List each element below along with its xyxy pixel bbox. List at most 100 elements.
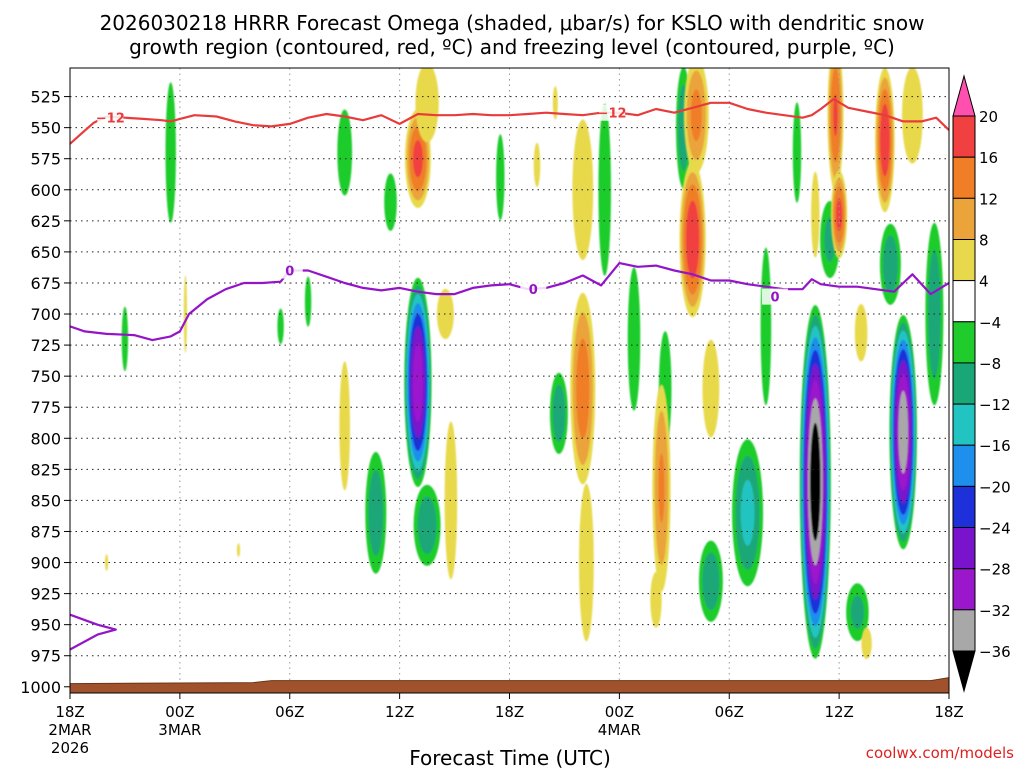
omega-feature (854, 304, 868, 362)
colorbar: 20 16 12 8 4 −4 −8 −12 −16 −20 −24 −28 −32 −36 (952, 74, 1011, 693)
omega-band (368, 469, 384, 556)
colorbar-tick-label: −12 (979, 396, 1011, 414)
colorbar-swatch (952, 115, 976, 158)
x-tick-year: 2026 (51, 739, 89, 757)
colorbar-tick-label: 16 (979, 149, 998, 167)
omega-feature (579, 483, 594, 642)
x-tick-label: 06Z (715, 703, 744, 721)
y-tick-label: 750 (30, 367, 61, 386)
omega-feature (698, 540, 723, 622)
colorbar-swatch (952, 485, 976, 529)
omega-band (850, 595, 865, 629)
surface-terrain (70, 677, 949, 693)
omega-band (236, 543, 241, 557)
omega-feature (337, 109, 353, 196)
y-tick-label: 825 (30, 460, 61, 479)
omega-feature (879, 223, 901, 305)
y-axis: 525 550 575 600 625 650 675 700 725 750 775 800 825 8… (20, 88, 70, 697)
omega-feature (846, 583, 869, 642)
omega-feature (236, 543, 241, 557)
omega-band (792, 102, 802, 203)
x-tick-label: 18Z (495, 703, 524, 721)
omega-band (854, 304, 868, 362)
omega-feature (831, 170, 848, 259)
colorbar-tick-label: −28 (979, 561, 1011, 579)
omega-feature (570, 292, 596, 485)
plot-background (70, 68, 949, 693)
contour-label-bg (97, 109, 124, 126)
omega-feature (889, 315, 917, 550)
omega-band (898, 390, 909, 474)
omega-band (690, 89, 702, 141)
omega-band (105, 554, 109, 571)
omega-band (121, 306, 129, 372)
omega-band (579, 483, 594, 642)
omega-feature (413, 484, 441, 566)
contour-label-bg (599, 104, 626, 121)
chart-title-line2: growth region (contoured, red, ºC) and f… (129, 35, 895, 59)
colorbar-swatch (952, 280, 976, 323)
colorbar-swatch (952, 156, 976, 199)
colorbar-tick-label: −24 (979, 520, 1011, 538)
x-tick-label: 06Z (275, 703, 304, 721)
omega-band (833, 94, 838, 137)
colorbar-swatch (952, 609, 976, 652)
x-tick-label: 18Z (934, 703, 963, 721)
omega-feature (404, 277, 432, 487)
omega-band (810, 422, 821, 541)
omega-band (658, 453, 665, 523)
y-tick-label: 600 (30, 181, 61, 200)
omega-band (337, 109, 353, 196)
y-tick-label: 775 (30, 398, 61, 417)
y-tick-label: 650 (30, 243, 61, 262)
omega-feature (650, 572, 662, 628)
omega-feature (552, 86, 558, 120)
omega-feature (679, 161, 706, 318)
omega-band (702, 339, 720, 438)
omega-feature (533, 142, 541, 188)
omega-band (417, 496, 437, 554)
omega-band (740, 479, 755, 546)
omega-feature (861, 627, 872, 660)
omega-band (861, 627, 872, 660)
colorbar-tick-label: 8 (979, 231, 989, 249)
contour-line-0 (70, 97, 949, 145)
omega-band (702, 552, 720, 610)
omega-band (883, 235, 898, 293)
omega-band (650, 572, 662, 628)
colorbar-tick-label: 12 (979, 190, 998, 208)
contour-line-2 (70, 613, 117, 651)
y-tick-label: 925 (30, 585, 61, 604)
omega-band (811, 171, 820, 258)
y-tick-label: 800 (30, 429, 61, 448)
contour-lines: −12 −12 0 0 0 (70, 97, 949, 651)
colorbar-tick-label: −8 (979, 355, 1001, 373)
chart-title-line1: 2026030218 HRRR Forecast Omega (shaded, … (100, 11, 925, 35)
x-tick-date: 2MAR (48, 721, 91, 739)
colorbar-cap-bottom (952, 650, 976, 693)
colorbar-tick-label: −32 (979, 602, 1011, 620)
omega-feature (121, 306, 129, 372)
x-tick-label: 00Z (165, 703, 194, 721)
colorbar-tick-label: −16 (979, 437, 1011, 455)
x-tick-label: 12Z (824, 703, 853, 721)
omega-feature (683, 68, 709, 173)
colorbar-swatch (952, 362, 976, 405)
omega-band (384, 173, 397, 231)
omega-band (552, 384, 566, 443)
grid-lines (70, 68, 949, 693)
x-tick-date: 3MAR (158, 721, 201, 739)
omega-band (165, 82, 176, 223)
colorbar-tick-label: 20 (979, 108, 998, 126)
omega-feature (549, 372, 568, 454)
contour-label: −12 (96, 112, 125, 127)
omega-feature (811, 171, 820, 258)
y-tick-label: 975 (30, 647, 61, 666)
colorbar-swatch (952, 444, 976, 487)
contour-label-bg (520, 281, 547, 298)
y-tick-label: 875 (30, 522, 61, 541)
omega-feature (652, 384, 671, 592)
